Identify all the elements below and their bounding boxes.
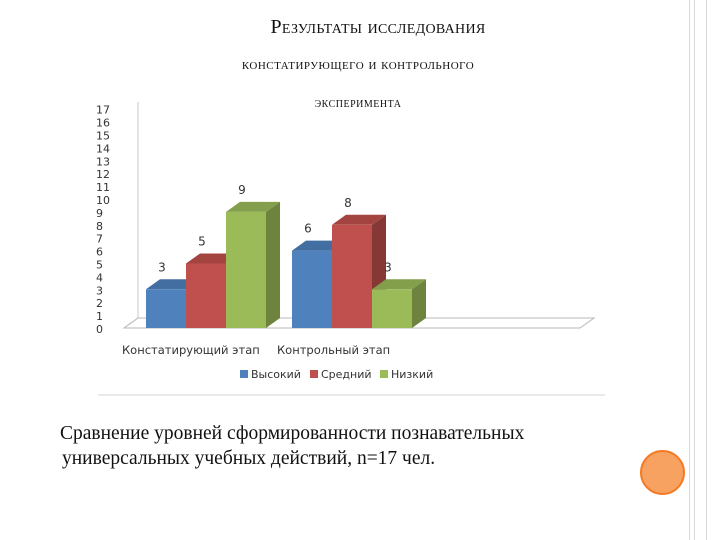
y-tick-label: 14 — [96, 142, 110, 155]
y-tick-label: 6 — [96, 246, 103, 259]
slide-border-rule-2 — [694, 0, 695, 540]
y-tick-label: 2 — [96, 297, 103, 310]
bar-data-label: 3 — [158, 260, 166, 274]
bar-chart: 01234567891011121314151617359683Констати… — [96, 102, 605, 396]
y-tick-label: 12 — [96, 168, 110, 181]
y-tick-label: 10 — [96, 194, 110, 207]
y-tick-label: 16 — [96, 117, 110, 130]
y-tick-label: 0 — [96, 323, 103, 336]
legend-label: Высокий — [251, 368, 301, 381]
bar-top — [332, 214, 386, 225]
legend-swatch — [310, 370, 318, 378]
x-category-label: Констатирующий этап — [122, 343, 260, 357]
bar-data-label: 6 — [304, 222, 312, 236]
bar-side — [412, 279, 426, 328]
y-tick-label: 15 — [96, 130, 110, 143]
y-tick-label: 1 — [96, 310, 103, 323]
y-tick-label: 8 — [96, 220, 103, 233]
legend-swatch — [380, 370, 388, 378]
bar — [226, 211, 266, 328]
legend-swatch — [240, 370, 248, 378]
y-tick-label: 7 — [96, 233, 103, 246]
bar-data-label: 9 — [238, 183, 246, 197]
y-tick-label: 9 — [96, 207, 103, 220]
slide-border-rule-1 — [689, 0, 690, 540]
bar-side — [266, 201, 280, 328]
slide-title-line-2: констатирующего и контрольного — [241, 57, 475, 73]
y-tick-label: 11 — [96, 181, 110, 194]
bar — [332, 224, 372, 328]
bar-data-label: 3 — [384, 260, 392, 274]
legend-label: Низкий — [391, 368, 433, 381]
decorative-orange-circle — [640, 450, 685, 495]
bar — [372, 289, 412, 328]
y-tick-label: 13 — [96, 155, 110, 168]
slide-border-rule-3 — [706, 0, 707, 540]
bar-top — [226, 201, 280, 212]
legend-label: Средний — [321, 368, 372, 381]
caption-line-1: Сравнение уровней сформированности позна… — [60, 423, 525, 444]
bar — [292, 250, 332, 328]
y-tick-label: 5 — [96, 259, 103, 272]
bar-data-label: 8 — [344, 196, 352, 210]
bar-data-label: 5 — [198, 235, 206, 249]
y-tick-label: 3 — [96, 284, 103, 297]
bar — [186, 263, 226, 328]
slide-title-line-1: Результаты исследования — [270, 16, 486, 38]
slide-title-line-3: эксперимента — [314, 96, 402, 111]
chart-caption: Сравнение уровней сформированности позна… — [60, 421, 524, 471]
y-tick-label: 17 — [96, 104, 110, 117]
caption-line-2: универсальных учебных действий, n=17 чел… — [62, 448, 436, 469]
bar-top — [372, 279, 426, 290]
y-tick-label: 4 — [96, 271, 103, 284]
x-category-label: Контрольный этап — [277, 343, 390, 357]
bar — [146, 289, 186, 328]
